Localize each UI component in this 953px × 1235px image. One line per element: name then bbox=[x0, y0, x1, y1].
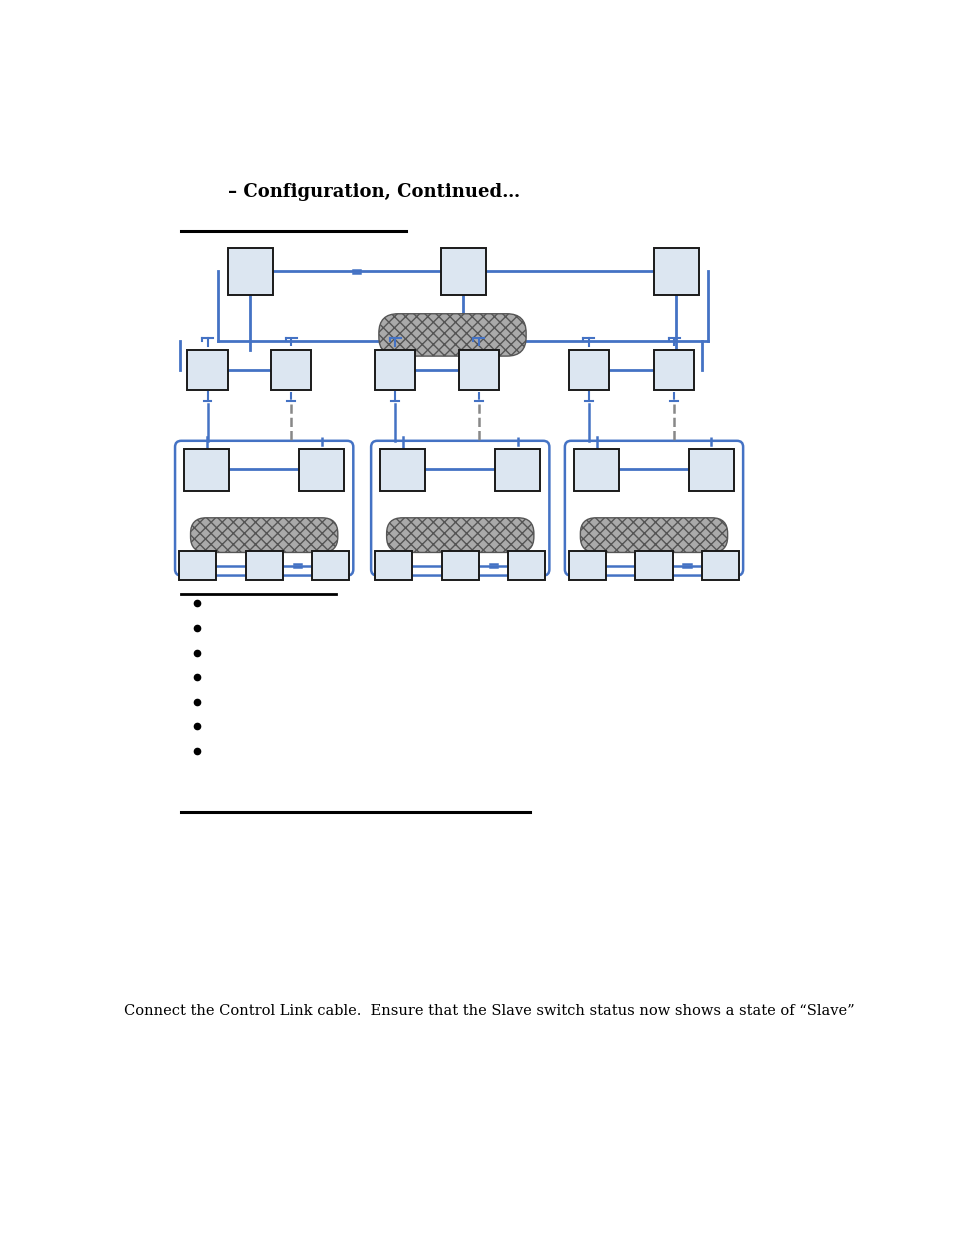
FancyBboxPatch shape bbox=[701, 551, 739, 580]
FancyBboxPatch shape bbox=[228, 248, 273, 294]
FancyBboxPatch shape bbox=[635, 551, 672, 580]
FancyBboxPatch shape bbox=[568, 551, 605, 580]
FancyBboxPatch shape bbox=[441, 551, 478, 580]
FancyBboxPatch shape bbox=[568, 350, 608, 390]
FancyBboxPatch shape bbox=[298, 448, 344, 490]
Text: Connect the Control Link cable.  Ensure that the Slave switch status now shows a: Connect the Control Link cable. Ensure t… bbox=[124, 1004, 853, 1018]
FancyBboxPatch shape bbox=[375, 350, 415, 390]
FancyBboxPatch shape bbox=[495, 448, 539, 490]
FancyBboxPatch shape bbox=[574, 448, 618, 490]
FancyBboxPatch shape bbox=[654, 248, 699, 294]
FancyBboxPatch shape bbox=[508, 551, 545, 580]
FancyBboxPatch shape bbox=[458, 350, 498, 390]
FancyBboxPatch shape bbox=[688, 448, 733, 490]
FancyBboxPatch shape bbox=[179, 551, 216, 580]
FancyBboxPatch shape bbox=[187, 350, 228, 390]
FancyBboxPatch shape bbox=[245, 551, 282, 580]
FancyBboxPatch shape bbox=[184, 448, 229, 490]
FancyBboxPatch shape bbox=[440, 248, 485, 294]
FancyBboxPatch shape bbox=[191, 517, 337, 552]
FancyBboxPatch shape bbox=[386, 517, 534, 552]
FancyBboxPatch shape bbox=[378, 314, 525, 356]
FancyBboxPatch shape bbox=[579, 517, 727, 552]
FancyBboxPatch shape bbox=[380, 448, 425, 490]
FancyBboxPatch shape bbox=[271, 350, 311, 390]
FancyBboxPatch shape bbox=[654, 350, 694, 390]
FancyBboxPatch shape bbox=[375, 551, 412, 580]
FancyBboxPatch shape bbox=[312, 551, 349, 580]
Text: – Configuration, Continued…: – Configuration, Continued… bbox=[228, 183, 519, 201]
